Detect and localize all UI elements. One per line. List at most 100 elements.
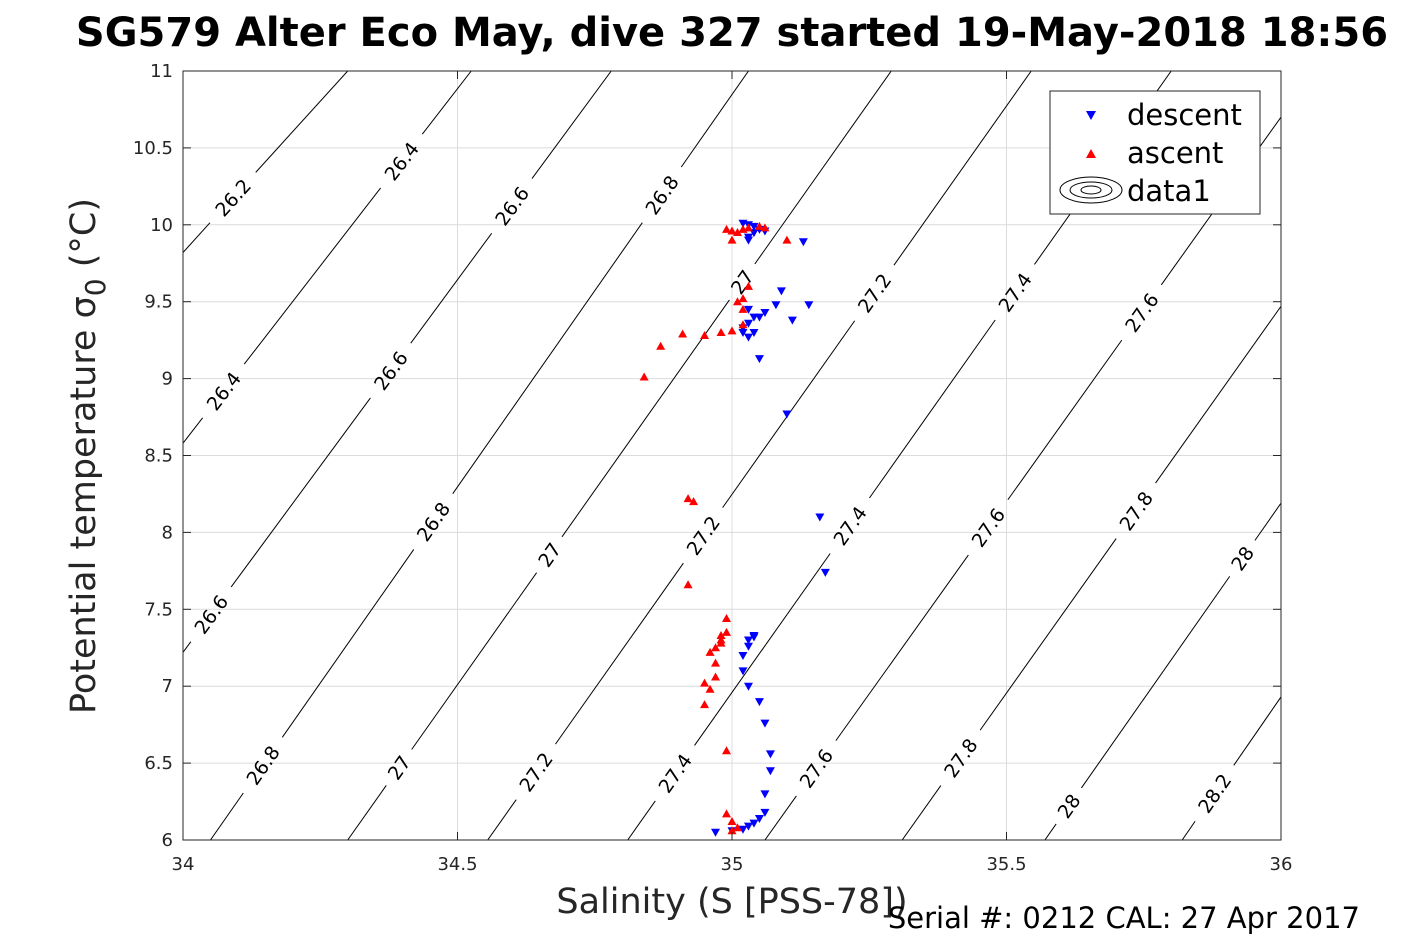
contour-line-28	[1044, 823, 1057, 840]
ascent-point	[705, 647, 715, 656]
descent-point	[760, 808, 770, 817]
ascent-point	[722, 809, 732, 818]
contour-label: 28	[1054, 790, 1086, 822]
contour-line-26-6	[410, 233, 493, 344]
contour-label: 27.4	[655, 750, 697, 797]
contour-label: 27.6	[796, 745, 838, 792]
descent-point	[738, 219, 748, 228]
descent-point	[738, 667, 748, 676]
contour-line-26-4	[421, 71, 472, 135]
ascent-point	[738, 320, 748, 329]
descent-point	[754, 698, 764, 707]
contour-line-27-6	[764, 795, 797, 840]
legend-descent-marker	[1086, 111, 1096, 120]
contour-labels: 26.2 26.4 26.4 26.6 26.6 26.6 26.8 26.8 26.8 27 27…	[190, 138, 1259, 823]
descent-point	[782, 410, 792, 419]
contour-label: 26.6	[370, 348, 413, 395]
ascent-point	[738, 294, 748, 303]
contour-line-27	[347, 785, 387, 840]
ascent-point	[722, 224, 732, 233]
descent-point	[738, 651, 748, 660]
x-tick-label: 34.5	[437, 854, 477, 875]
descent-point	[749, 328, 759, 337]
ascent-point	[700, 678, 710, 687]
legend-ascent-marker	[1086, 149, 1096, 158]
contour-line-26-4	[183, 417, 204, 444]
contour-line-26-2	[183, 222, 211, 253]
contour-line-28-2	[1233, 696, 1281, 766]
contour-label: 26.2	[211, 175, 256, 221]
y-tick-label: 11	[150, 61, 173, 82]
axes: 34 34.5 35 35.5 36 6 6.5 7 7.5 8 8.5 9 9.5 10 10.5 11	[133, 61, 1293, 875]
contour-line-27-2	[487, 799, 517, 840]
descent-point	[743, 636, 753, 645]
x-tick-label: 35.5	[986, 854, 1026, 875]
series-descent	[711, 219, 830, 837]
ascent-point	[727, 226, 737, 235]
descent-point	[820, 568, 830, 577]
contour-line-26-8	[281, 549, 415, 738]
data-series	[639, 219, 830, 837]
contour-label: 26.8	[413, 498, 455, 545]
contour-line-27-8	[979, 538, 1117, 731]
contour-label: 27.2	[515, 749, 557, 796]
ascent-point	[705, 684, 715, 693]
descent-point	[749, 313, 759, 322]
descent-point	[749, 631, 759, 640]
contour-label: 27.6	[968, 504, 1010, 551]
descent-point	[743, 333, 753, 342]
contour-label: 27.4	[829, 503, 871, 550]
ascent-point	[727, 235, 737, 244]
ascent-point	[727, 826, 737, 835]
descent-point	[804, 301, 814, 310]
series-ascent	[639, 221, 792, 835]
descent-point	[771, 301, 781, 310]
ascent-point	[732, 823, 742, 832]
descent-point	[743, 319, 753, 328]
ascent-point	[722, 627, 732, 636]
contour-label: 27.4	[994, 269, 1036, 316]
contour-line-27-6	[835, 554, 969, 741]
contour-line-26-8	[210, 792, 244, 840]
descent-point	[749, 819, 759, 828]
contour-line-26-6	[230, 397, 371, 588]
legend-entry-data1: data1	[1127, 174, 1211, 208]
ascent-point	[738, 304, 748, 313]
y-axis-label: Potential temperature σ0 (°C)	[64, 198, 112, 714]
y-tick-label: 10.5	[133, 138, 173, 159]
x-tick-label: 34	[172, 854, 195, 875]
y-tick-label: 9	[162, 369, 173, 390]
descent-point	[738, 825, 748, 834]
descent-point	[765, 767, 775, 776]
contour-label: 27.6	[1121, 289, 1163, 336]
descent-point	[749, 222, 759, 231]
contour-line-26-2	[255, 71, 349, 173]
y-tick-label: 8	[162, 522, 173, 543]
y-tick-label: 9.5	[144, 292, 173, 313]
descent-point	[754, 355, 764, 364]
contour-line-28	[1254, 502, 1281, 541]
contour-line-26-8	[680, 71, 749, 168]
ascent-point	[678, 329, 688, 338]
y-tick-label: 10	[150, 215, 173, 236]
contour-label: 28	[1227, 543, 1259, 575]
contour-label: 26.8	[242, 742, 284, 789]
y-axis-label-subscript: 0	[79, 278, 112, 296]
descent-point	[760, 790, 770, 799]
contour-label: 27.8	[940, 735, 982, 782]
ascent-point	[716, 635, 726, 644]
contour-line-26-8	[452, 222, 643, 494]
contour-line-27-6	[1007, 339, 1123, 501]
contour-label: 26.4	[381, 138, 424, 185]
ascent-point	[760, 223, 770, 232]
contour-label: 28.2	[1194, 770, 1236, 817]
ascent-point	[700, 331, 710, 340]
ascent-point	[716, 327, 726, 336]
descent-point	[815, 513, 825, 522]
contour-label: 26.8	[641, 172, 683, 219]
x-axis-label: Salinity (S [PSS-78])	[556, 882, 907, 922]
contour-line-27	[754, 71, 892, 265]
descent-point	[743, 305, 753, 314]
ascent-point	[754, 221, 764, 230]
